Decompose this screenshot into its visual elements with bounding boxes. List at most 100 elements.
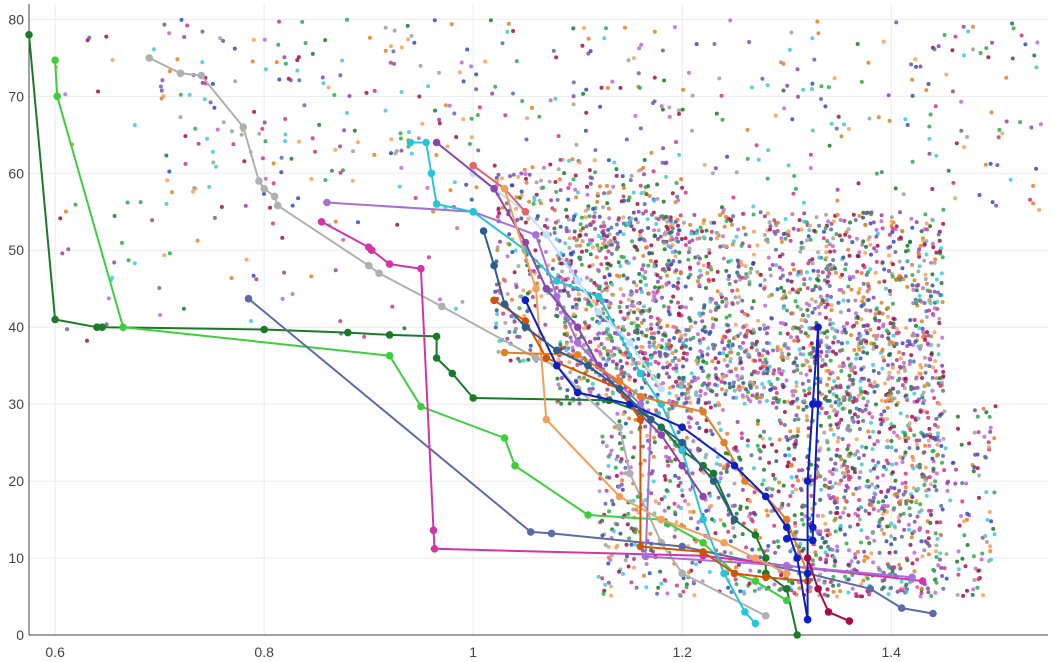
scatter-point [792, 338, 797, 343]
scatter-point [694, 562, 699, 567]
scatter-point [615, 522, 620, 527]
scatter-point [741, 340, 746, 345]
scatter-point [162, 22, 167, 27]
scatter-point [855, 42, 860, 46]
scatter-point [791, 226, 796, 231]
scatter-point [503, 113, 508, 118]
scatter-point [756, 318, 761, 323]
scatter-point [826, 349, 831, 354]
scatter-point [898, 364, 902, 369]
scatter-point [621, 412, 626, 416]
scatter-point [917, 298, 922, 303]
scatter-point [355, 140, 360, 145]
scatter-point [606, 249, 611, 254]
scatter-point [690, 128, 694, 133]
scatter-point [708, 405, 713, 410]
scatter-point [887, 342, 892, 347]
scatter-point [811, 348, 816, 353]
scatter-point [488, 18, 493, 23]
scatter-point [571, 217, 576, 222]
scatter-point [827, 532, 832, 537]
scatter-point [667, 391, 672, 396]
scatter-point [586, 302, 591, 307]
scatter-point [875, 231, 880, 236]
scatter-point [698, 389, 703, 394]
scatter-point [705, 352, 710, 357]
scatter-point [707, 250, 712, 255]
scatter-point [497, 211, 502, 216]
scatter-point [827, 143, 832, 148]
scatter-point [457, 70, 462, 75]
scatter-point [652, 75, 657, 80]
scatter-point [633, 417, 638, 422]
scatter-point [532, 195, 537, 200]
scatter-point [886, 363, 890, 368]
scatter-point [632, 256, 637, 261]
scatter-point [567, 401, 572, 406]
scatter-point [818, 286, 823, 291]
scatter-point [652, 228, 656, 233]
series-marker [542, 231, 551, 239]
scatter-point [846, 577, 851, 582]
scatter-point [731, 195, 736, 200]
scatter-point [557, 177, 562, 182]
scatter-point [753, 528, 758, 533]
scatter-point [688, 509, 693, 514]
scatter-point [778, 331, 783, 336]
scatter-point [492, 163, 497, 168]
scatter-point [655, 316, 660, 321]
scatter-point [904, 589, 909, 594]
series-marker [762, 573, 770, 582]
scatter-point [641, 165, 646, 170]
scatter-point [894, 341, 899, 346]
scatter-point [722, 550, 727, 555]
scatter-point [625, 304, 630, 309]
scatter-point [810, 87, 814, 91]
scatter-point [748, 568, 753, 573]
scatter-point [765, 350, 770, 354]
scatter-point [642, 238, 647, 243]
scatter-point [724, 353, 729, 358]
scatter-point [645, 217, 650, 222]
scatter-point [564, 229, 569, 234]
scatter-point [928, 301, 933, 306]
scatter-point [616, 260, 621, 265]
scatter-point [219, 205, 224, 209]
scatter-point [724, 219, 729, 223]
scatter-point [881, 531, 886, 536]
scatter-point [873, 485, 878, 490]
scatter-point [474, 87, 479, 92]
scatter-point [667, 407, 672, 412]
scatter-point [925, 288, 930, 293]
scatter-point [835, 544, 840, 549]
scatter-point [530, 165, 535, 170]
scatter-point [710, 297, 715, 302]
scatter-point [803, 393, 808, 398]
scatter-point [975, 466, 980, 471]
scatter-point [874, 337, 879, 341]
scatter-point [663, 230, 668, 235]
scatter-point [912, 386, 917, 391]
scatter-point [683, 499, 687, 503]
scatter-point [872, 246, 877, 251]
scatter-point [262, 37, 267, 42]
scatter-point [798, 486, 803, 491]
scatter-point [858, 356, 863, 361]
scatter-point [493, 289, 498, 294]
scatter-point [766, 211, 770, 216]
scatter-point [347, 94, 352, 98]
scatter-point [635, 316, 640, 321]
scatter-point [126, 258, 131, 263]
scatter-point [752, 369, 757, 374]
scatter-point [740, 374, 744, 379]
series-marker [615, 385, 624, 393]
scatter-point [775, 539, 780, 544]
scatter-point [66, 247, 71, 252]
series-marker [323, 198, 331, 207]
scatter-point [271, 181, 276, 186]
scatter-point [830, 472, 835, 477]
scatter-point [686, 250, 691, 255]
scatter-point [910, 495, 915, 499]
scatter-point [848, 277, 852, 282]
scatter-point [651, 336, 656, 341]
